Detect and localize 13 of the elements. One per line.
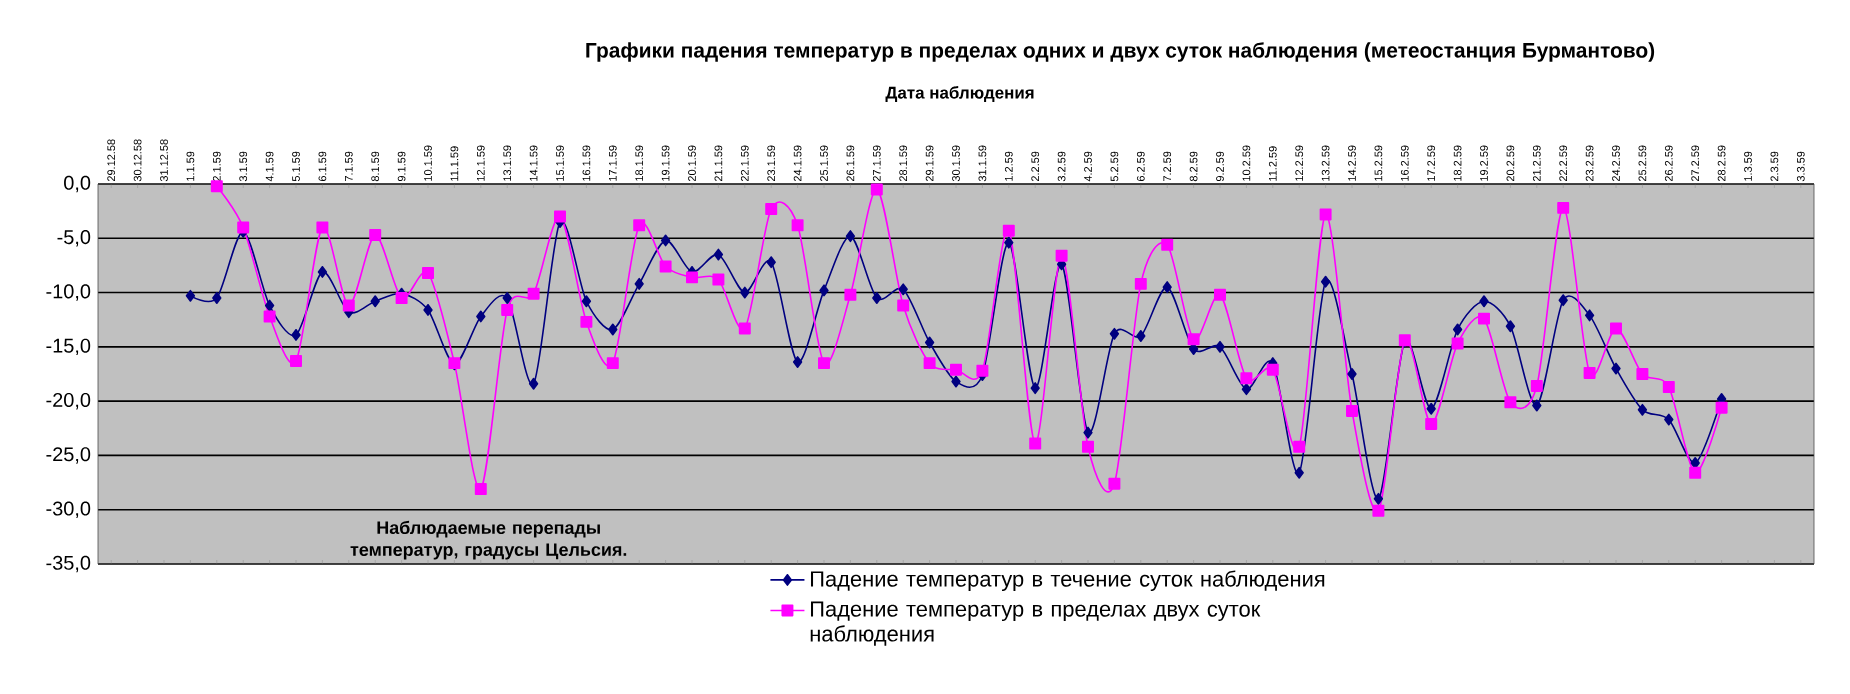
y-tick-label: -25,0 bbox=[46, 447, 91, 464]
y-tick-label: -15,0 bbox=[46, 338, 91, 356]
y-tick-label: -35,0 bbox=[46, 555, 91, 573]
y-tick-label: -20,0 bbox=[46, 392, 91, 410]
y-tick-label: -10,0 bbox=[46, 284, 91, 301]
y-tick-label: 0,0 bbox=[64, 175, 91, 193]
x-axis-title: Дата наблюдения bbox=[885, 86, 1034, 102]
legend-label: Падение температур в течение суток наблюдения bbox=[811, 570, 1325, 591]
legend-label: Падение температур в пределах двух суток наблюдения bbox=[810, 601, 1261, 646]
y-axis-title: Наблюдаемые перепады температур, градусы Цельсия. bbox=[350, 520, 627, 560]
chart-title: Графики падения температур в пределах одних и двух суток наблюдения (метеостанция Бурмантово) bbox=[586, 42, 1655, 62]
y-tick-label: -30,0 bbox=[46, 501, 91, 518]
y-tick-label: -5,0 bbox=[57, 230, 91, 247]
